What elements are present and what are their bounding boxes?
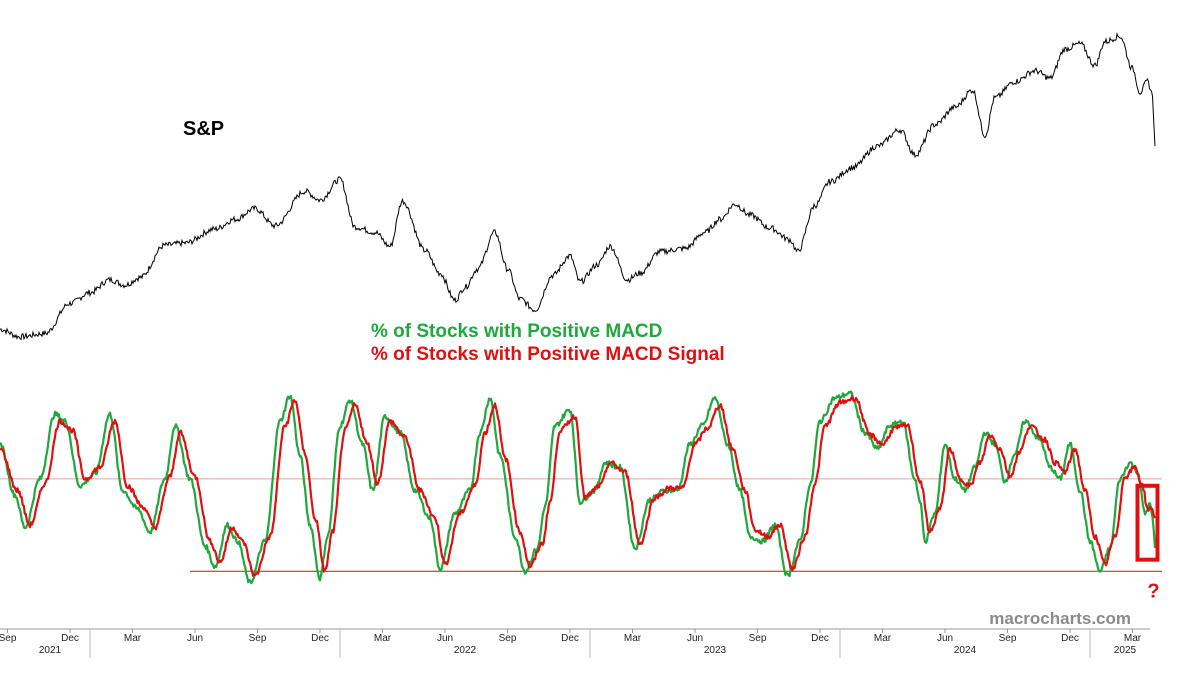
x-axis: Sep Dec Mar Jun Sep Dec Mar Jun Sep Dec Mar Jun Sep D… [0,628,1150,658]
x-tick-label: Jun [187,633,203,644]
sp500-label: S&P [183,118,224,140]
year-label: 2025 [1114,645,1137,656]
question-mark-annotation: ? [1147,581,1159,603]
x-tick-label: Sep [749,633,767,644]
x-tick-label: Jun [687,633,703,644]
x-tick-label: Dec [811,633,829,644]
x-tick-label: Mar [124,633,142,644]
x-tick-label: Mar [374,633,392,644]
x-tick-label: Dec [1061,633,1079,644]
x-tick-label: Dec [311,633,329,644]
year-label: 2023 [704,645,727,656]
sp500-price-panel [0,32,1156,341]
reference-lines [0,478,1162,572]
x-tick-label: Jun [437,633,453,644]
highlight-box [1135,483,1160,562]
legend-positive-macd-signal: % of Stocks with Positive MACD Signal [371,344,725,365]
x-tick-label: Dec [61,633,79,644]
year-label: 2022 [454,645,477,656]
x-tick-label: Sep [0,633,17,644]
x-tick-label: Mar [1124,633,1142,644]
macd-breadth-panel [0,390,1157,584]
x-tick-label: Sep [249,633,267,644]
x-tick-label: Mar [624,633,642,644]
legend-positive-macd: % of Stocks with Positive MACD [371,321,662,342]
year-label: 2021 [39,645,62,656]
x-tick-label: Jun [937,633,953,644]
watermark: macrocharts.com [989,609,1131,628]
sp500-price-line [0,32,1156,341]
positive-macd-signal-line [0,395,1156,577]
x-tick-label: Dec [561,633,579,644]
x-tick-label: Sep [999,633,1017,644]
x-tick-label: Sep [499,633,517,644]
positive-macd-line [0,390,1157,584]
year-label: 2024 [954,645,977,656]
x-tick-label: Mar [874,633,892,644]
